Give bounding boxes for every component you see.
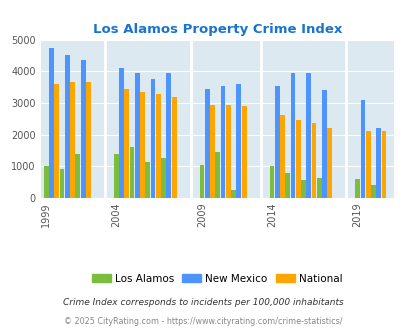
- Bar: [365, 131, 370, 198]
- Legend: Los Alamos, New Mexico, National: Los Alamos, New Mexico, National: [87, 270, 346, 288]
- Bar: [54, 84, 59, 198]
- Bar: [279, 115, 284, 198]
- Bar: [360, 100, 364, 198]
- Bar: [290, 73, 295, 198]
- Bar: [327, 128, 331, 198]
- Bar: [129, 147, 134, 198]
- Bar: [381, 131, 386, 198]
- Bar: [119, 68, 124, 198]
- Bar: [124, 89, 129, 198]
- Bar: [269, 166, 274, 198]
- Bar: [236, 84, 241, 198]
- Bar: [145, 162, 150, 198]
- Bar: [44, 166, 49, 198]
- Bar: [161, 158, 166, 198]
- Bar: [375, 128, 380, 198]
- Bar: [322, 90, 326, 198]
- Bar: [75, 154, 80, 198]
- Bar: [150, 79, 155, 198]
- Bar: [209, 105, 214, 198]
- Bar: [230, 190, 235, 198]
- Bar: [70, 82, 75, 198]
- Bar: [274, 85, 279, 198]
- Title: Los Alamos Property Crime Index: Los Alamos Property Crime Index: [92, 23, 341, 36]
- Bar: [225, 105, 230, 198]
- Bar: [156, 94, 160, 198]
- Bar: [65, 55, 70, 198]
- Bar: [134, 73, 139, 198]
- Bar: [370, 184, 375, 198]
- Bar: [354, 179, 359, 198]
- Bar: [199, 165, 204, 198]
- Bar: [140, 92, 145, 198]
- Bar: [166, 73, 171, 198]
- Bar: [285, 173, 290, 198]
- Text: Crime Index corresponds to incidents per 100,000 inhabitants: Crime Index corresponds to incidents per…: [62, 298, 343, 307]
- Bar: [49, 48, 54, 198]
- Bar: [86, 82, 91, 198]
- Bar: [81, 60, 85, 198]
- Bar: [215, 152, 220, 198]
- Bar: [204, 89, 209, 198]
- Bar: [113, 154, 118, 198]
- Bar: [241, 106, 246, 198]
- Bar: [316, 178, 321, 198]
- Bar: [311, 123, 316, 198]
- Bar: [306, 73, 311, 198]
- Bar: [301, 180, 305, 198]
- Bar: [295, 119, 300, 198]
- Text: © 2025 CityRating.com - https://www.cityrating.com/crime-statistics/: © 2025 CityRating.com - https://www.city…: [64, 317, 341, 326]
- Bar: [60, 170, 64, 198]
- Bar: [220, 85, 225, 198]
- Bar: [171, 97, 176, 198]
